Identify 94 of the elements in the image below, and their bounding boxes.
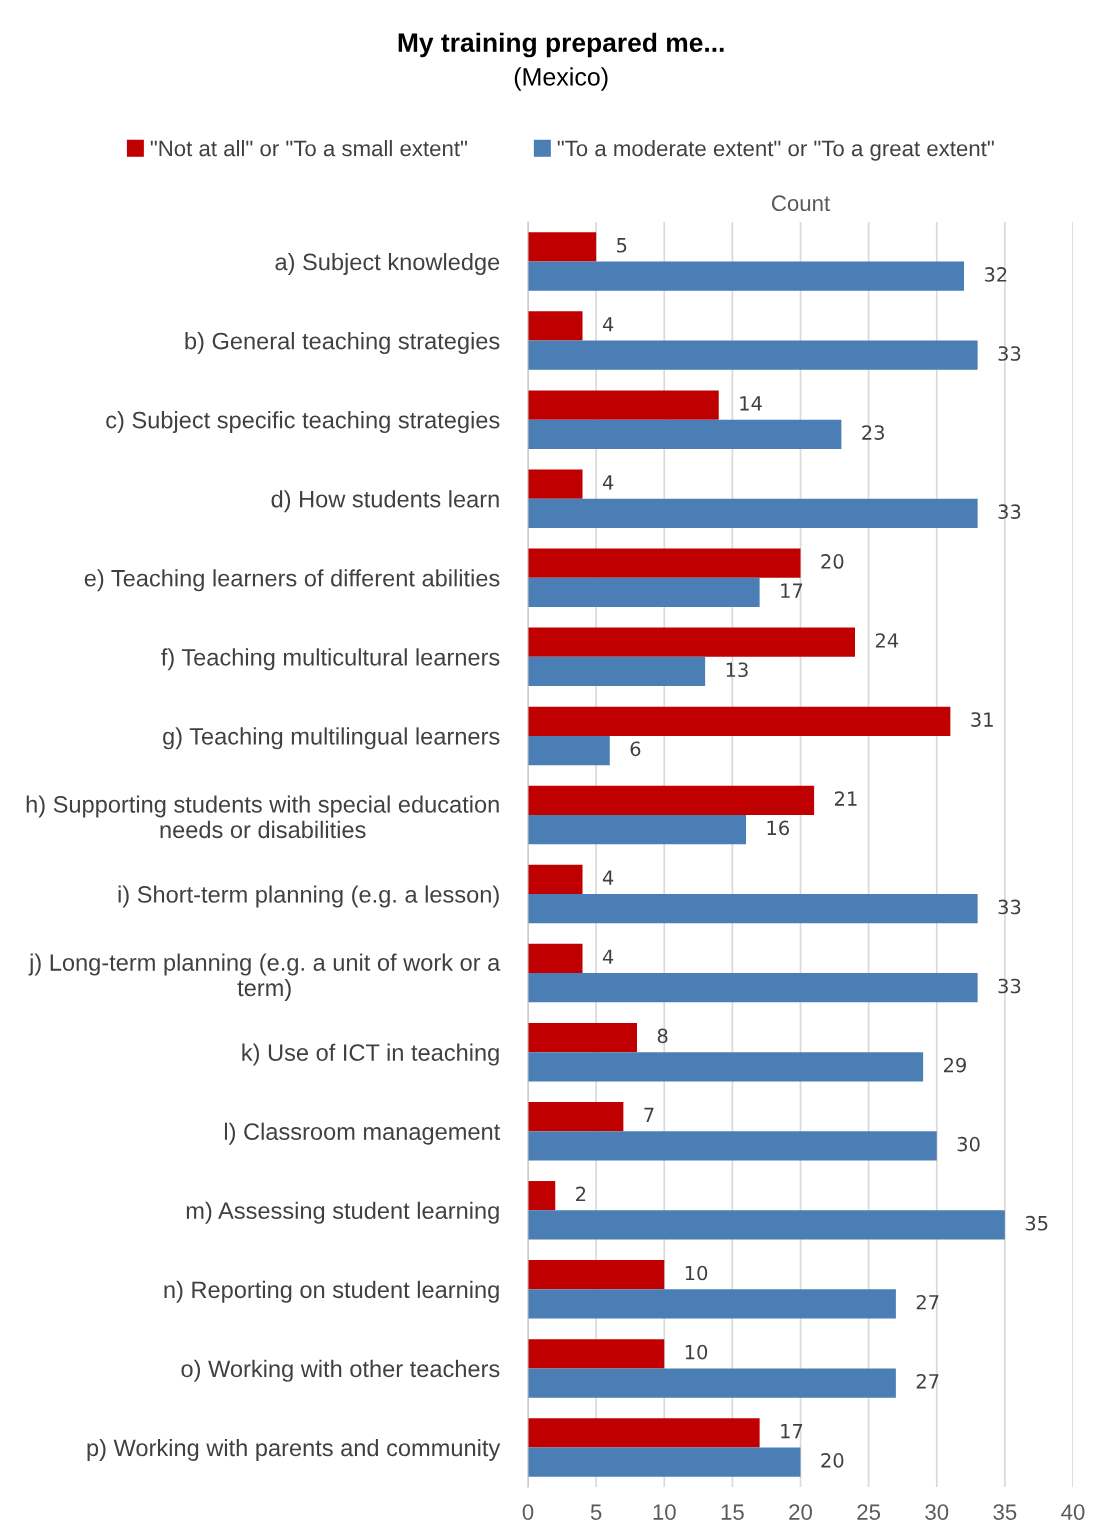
- bar: [528, 735, 610, 766]
- bar: [528, 1260, 665, 1290]
- x-tick-label: 25: [857, 1504, 881, 1520]
- y-tick-label: b) General teaching strategies: [185, 332, 500, 355]
- bar: [528, 656, 706, 687]
- bar: [528, 706, 951, 736]
- data-label: 32: [984, 267, 1007, 282]
- y-tick-label: i) Short-term planning (e.g. a lesson): [118, 885, 499, 908]
- data-label: 4: [602, 949, 614, 964]
- data-label: 23: [862, 425, 884, 440]
- y-tick-label: p) Working with parents and community: [87, 1438, 501, 1461]
- bar: [528, 419, 842, 449]
- bar: [528, 577, 760, 608]
- data-label: 27: [916, 1294, 939, 1310]
- y-tick-label: m) Assessing student learning: [186, 1201, 499, 1224]
- data-label: 14: [740, 396, 762, 411]
- bar: [528, 311, 583, 341]
- x-tick-label: 5: [590, 1504, 602, 1520]
- legend-label: "Not at all" or "To a small extent": [150, 140, 467, 157]
- y-tick-label: j) Long-term planning (e.g. a unit of work or a term): [28, 953, 501, 1001]
- data-label: 29: [943, 1057, 966, 1073]
- bar: [528, 864, 583, 895]
- data-label: 4: [602, 317, 614, 332]
- y-tick-label: n) Reporting on student learning: [164, 1280, 499, 1303]
- data-label: 16: [767, 820, 789, 836]
- data-label: 31: [971, 712, 993, 727]
- data-label: 35: [1025, 1215, 1048, 1231]
- bar: [528, 261, 964, 291]
- data-label: 33: [998, 504, 1021, 519]
- x-tick-label: 10: [653, 1504, 676, 1520]
- x-tick-label: 0: [522, 1504, 534, 1520]
- data-label: 33: [998, 978, 1021, 994]
- bar: [528, 1418, 760, 1448]
- bar: [528, 469, 583, 499]
- data-label: 20: [821, 1453, 844, 1468]
- x-tick-label: 20: [789, 1504, 812, 1520]
- legend-label: "To a moderate extent" or "To a great extent": [557, 140, 994, 161]
- y-tick-label: a) Subject knowledge: [275, 252, 500, 275]
- data-label: 10: [685, 1265, 708, 1281]
- bar: [528, 390, 719, 420]
- bar: [528, 943, 583, 974]
- data-label: 13: [726, 662, 748, 678]
- data-label: 4: [602, 475, 614, 490]
- data-label: 7: [644, 1107, 654, 1122]
- data-label: 24: [875, 633, 899, 648]
- x-tick-label: 35: [993, 1504, 1017, 1520]
- data-label: 33: [998, 346, 1021, 361]
- data-label: 21: [834, 791, 857, 806]
- data-label: 8: [657, 1028, 668, 1044]
- y-tick-label: c) Subject specific teaching strategies: [106, 411, 500, 434]
- bar: [528, 894, 978, 924]
- bar: [528, 232, 597, 262]
- bar: [528, 1101, 624, 1132]
- bar: [528, 1131, 937, 1161]
- bar: [528, 1289, 896, 1319]
- y-tick-label: h) Supporting students with special education needs or disabilities: [26, 795, 499, 839]
- chart-title: My training prepared me...: [398, 32, 724, 58]
- bar: [528, 1052, 924, 1082]
- data-label: 33: [998, 899, 1021, 915]
- y-tick-label: o) Working with other teachers: [181, 1359, 500, 1382]
- bar: [528, 548, 801, 578]
- chart-subtitle: (Mexico): [514, 67, 608, 91]
- bar: [528, 627, 855, 657]
- data-label: 5: [617, 238, 627, 253]
- bar: [528, 1181, 556, 1211]
- bar: [528, 1368, 896, 1398]
- bar: [528, 340, 978, 370]
- data-label: 30: [957, 1136, 980, 1152]
- bar: [528, 785, 815, 815]
- y-tick-label: e) Teaching learners of different abilities: [84, 569, 500, 592]
- y-tick-label: g) Teaching multilingual learners: [163, 727, 500, 750]
- x-tick-label: 30: [925, 1504, 949, 1520]
- bar: [528, 1210, 1005, 1240]
- bar: [528, 1022, 637, 1053]
- y-tick-label: k) Use of ICT in teaching: [242, 1043, 499, 1066]
- data-label: 27: [916, 1373, 939, 1389]
- bar: [528, 973, 978, 1003]
- x-tick-label: 40: [1061, 1504, 1085, 1520]
- data-label: 4: [602, 870, 614, 885]
- x-tick-label: 15: [721, 1504, 744, 1520]
- data-label: 17: [781, 1424, 803, 1439]
- data-label: 2: [576, 1186, 586, 1202]
- y-tick-label: f) Teaching multicultural learners: [161, 648, 500, 671]
- y-tick-label: l) Classroom management: [224, 1122, 501, 1145]
- bar: [528, 1447, 801, 1477]
- bar: [528, 1339, 665, 1369]
- data-label: 20: [821, 554, 844, 569]
- y-tick-label: d) How students learn: [271, 490, 499, 513]
- data-label: 10: [685, 1344, 708, 1360]
- data-label: 17: [781, 583, 803, 598]
- x-axis-title: Count: [771, 195, 830, 212]
- data-label: 6: [630, 741, 641, 757]
- bar: [528, 498, 978, 528]
- bar: [528, 814, 746, 845]
